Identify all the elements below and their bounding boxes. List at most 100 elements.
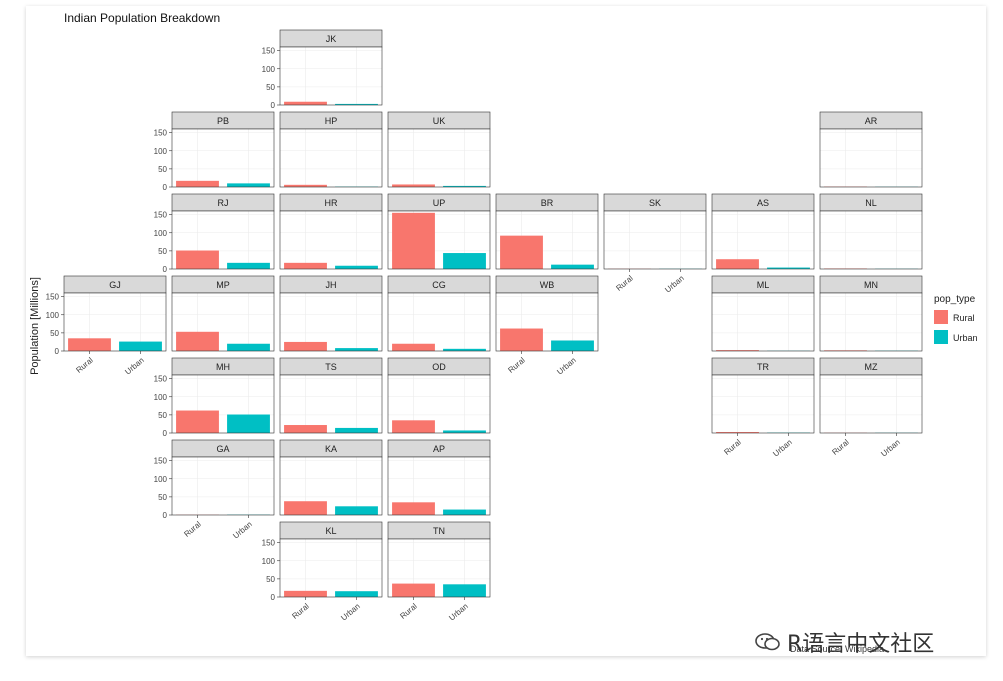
panel-bg-UK — [388, 129, 490, 187]
x-tick-label: Urban — [663, 274, 685, 295]
y-tick-label: 50 — [158, 493, 167, 502]
panel-border-TR — [711, 374, 815, 434]
facet-label-CG: CG — [432, 280, 446, 290]
faceted-bar-chart: Indian Population Breakdown Population [M… — [29, 11, 978, 654]
panel-border-HR — [279, 210, 383, 270]
y-tick-label: 100 — [154, 393, 168, 402]
legend-swatch-rural — [934, 310, 948, 324]
bar-RJ-rural — [176, 250, 219, 269]
panel-border-ML — [711, 292, 815, 352]
panel-bg-TS — [280, 375, 382, 433]
facet-label-RJ: RJ — [218, 198, 229, 208]
bar-KA-urban — [335, 506, 378, 515]
panel-border-NL — [819, 210, 923, 270]
chart-title: Indian Population Breakdown — [64, 11, 220, 25]
x-tick-label: Rural — [506, 355, 527, 374]
bar-HR-rural — [284, 262, 327, 269]
panel-border-AP — [387, 456, 491, 516]
panel-border-MN — [819, 292, 923, 352]
x-tick-label: Rural — [614, 273, 635, 292]
bar-MP-urban — [227, 343, 270, 351]
panel-bg-KL — [280, 539, 382, 597]
y-tick-label: 150 — [262, 539, 276, 548]
y-tick-label: 50 — [266, 575, 275, 584]
y-tick-label: 0 — [163, 429, 168, 438]
y-tick-label: 100 — [154, 475, 168, 484]
facet-label-PB: PB — [217, 116, 229, 126]
bar-AS-urban — [767, 267, 810, 269]
facet-label-TS: TS — [325, 362, 337, 372]
bar-WB-urban — [551, 340, 594, 351]
bar-RJ-urban — [227, 262, 270, 269]
bar-TS-rural — [284, 425, 327, 433]
y-tick-label: 150 — [154, 375, 168, 384]
bar-TR-rural — [716, 432, 759, 433]
y-tick-label: 150 — [154, 457, 168, 466]
bar-UP-rural — [392, 212, 435, 269]
panel-border-TN — [387, 538, 491, 598]
bar-MN-rural — [824, 350, 867, 351]
panel-bg-NL — [820, 211, 922, 269]
y-tick-label: 0 — [271, 593, 276, 602]
panel-border-CG — [387, 292, 491, 352]
bar-ML-rural — [716, 350, 759, 351]
wechat-icon — [755, 633, 780, 651]
bar-HR-urban — [335, 265, 378, 269]
facet-label-GJ: GJ — [109, 280, 121, 290]
bar-TN-rural — [392, 583, 435, 597]
bar-MH-rural — [176, 410, 219, 433]
legend-label-rural: Rural — [953, 313, 975, 323]
bar-JK-rural — [284, 101, 327, 105]
bar-TS-urban — [335, 427, 378, 433]
bar-CG-rural — [392, 343, 435, 351]
facet-label-HR: HR — [325, 198, 338, 208]
bar-WB-rural — [500, 328, 543, 351]
panel-bg-TR — [712, 375, 814, 433]
facet-label-JK: JK — [326, 34, 337, 44]
panel-border-HP — [279, 128, 383, 188]
panel-border-AR — [819, 128, 923, 188]
facet-label-KA: KA — [325, 444, 337, 454]
bar-JH-rural — [284, 341, 327, 351]
panel-border-KL — [279, 538, 383, 598]
facet-label-JH: JH — [326, 280, 337, 290]
panel-border-UK — [387, 128, 491, 188]
panel-border-GA — [171, 456, 275, 516]
panel-bg-MN — [820, 293, 922, 351]
facet-label-MH: MH — [216, 362, 230, 372]
x-tick-label: Urban — [231, 520, 253, 541]
y-axis-label: Population [Millions] — [29, 277, 41, 375]
facet-label-TN: TN — [433, 526, 445, 536]
y-tick-label: 100 — [154, 147, 168, 156]
bar-UP-urban — [443, 253, 486, 269]
facet-label-UP: UP — [433, 198, 446, 208]
bar-KA-rural — [284, 501, 327, 515]
bar-MH-urban — [227, 414, 270, 433]
panel-border-PB — [171, 128, 275, 188]
legend-title: pop_type — [934, 294, 976, 305]
y-tick-label: 50 — [50, 329, 59, 338]
facet-label-KL: KL — [325, 526, 336, 536]
y-tick-label: 100 — [262, 65, 276, 74]
x-tick-label: Urban — [879, 438, 901, 459]
panel-bg-JH — [280, 293, 382, 351]
facet-label-NL: NL — [865, 198, 877, 208]
watermark-text: R语言中文社区 — [787, 632, 935, 657]
panel-border-MZ — [819, 374, 923, 434]
bar-PB-urban — [227, 183, 270, 187]
bar-BR-urban — [551, 264, 594, 269]
facet-label-AP: AP — [433, 444, 445, 454]
bar-HP-rural — [284, 184, 327, 187]
x-tick-label: Urban — [555, 356, 577, 377]
x-tick-label: Rural — [722, 437, 743, 456]
facet-label-GA: GA — [216, 444, 229, 454]
x-tick-label: Urban — [447, 602, 469, 623]
panel-bg-HR — [280, 211, 382, 269]
y-tick-label: 100 — [154, 229, 168, 238]
x-tick-label: Rural — [74, 355, 95, 374]
bar-PB-rural — [176, 180, 219, 187]
bar-OD-urban — [443, 430, 486, 433]
bar-UK-urban — [443, 185, 486, 187]
y-tick-label: 0 — [163, 265, 168, 274]
panel-bg-PB — [172, 129, 274, 187]
